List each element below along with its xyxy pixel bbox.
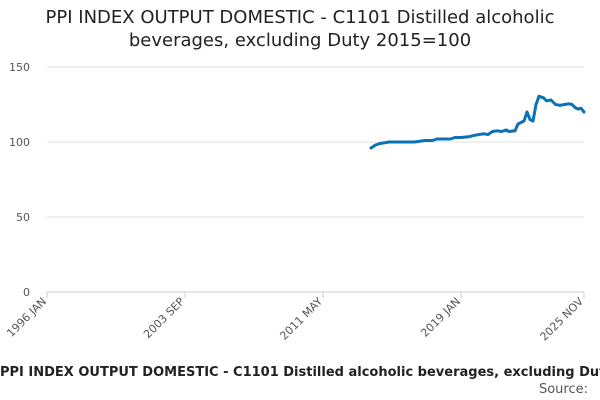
data-point (431, 139, 434, 142)
data-point (579, 106, 583, 110)
y-tick-label: 50 (16, 211, 30, 224)
data-point (522, 119, 526, 123)
data-point (435, 137, 439, 141)
data-point (495, 129, 499, 133)
y-tick-label: 100 (9, 136, 30, 149)
data-point (491, 130, 494, 133)
gridlines (47, 66, 584, 218)
data-point (582, 110, 586, 114)
x-tick-label: 2025 NOV (538, 295, 587, 344)
x-tick-label: 2019 JAN (418, 295, 463, 340)
y-axis-labels: 0 50 100 150 (9, 61, 30, 299)
data-point (413, 140, 416, 144)
data-point (563, 103, 566, 106)
data-point (573, 106, 577, 109)
source-label: Source: (538, 382, 588, 397)
data-point (423, 139, 427, 142)
data-point (537, 94, 541, 98)
data-point (516, 122, 520, 126)
x-axis-labels: 1996 JAN 2003 SEP 2011 MAY 2019 JAN 2025 NOV (4, 295, 586, 344)
chart-caption: PPI INDEX OUTPUT DOMESTIC - C1101 Distil… (0, 365, 600, 380)
y-tick-label: 150 (9, 61, 30, 74)
data-point (558, 103, 562, 107)
data-point (374, 143, 377, 147)
data-point (378, 142, 382, 145)
data-point (567, 102, 571, 106)
data-point (405, 140, 409, 144)
y-tick-label: 0 (23, 286, 30, 299)
data-point (395, 140, 398, 144)
data-point (477, 133, 481, 136)
data-point (387, 140, 391, 144)
x-tick-label: 2003 SEP (141, 295, 187, 341)
series-layer (369, 94, 586, 150)
data-point (507, 130, 511, 133)
data-point (504, 128, 508, 132)
x-tick-label: 2011 MAY (277, 295, 325, 343)
data-point (534, 103, 538, 106)
data-point (500, 130, 503, 133)
data-point (482, 132, 485, 136)
data-point (576, 107, 580, 111)
chart-title: PPI INDEX OUTPUT DOMESTIC - C1101 Distil… (45, 7, 555, 51)
data-point (441, 137, 445, 141)
data-point (467, 135, 470, 139)
x-tick-label: 1996 JAN (4, 295, 49, 340)
data-point (369, 146, 373, 150)
series-line (369, 94, 586, 150)
data-point (473, 133, 476, 137)
data-point (486, 133, 490, 136)
data-point (513, 129, 517, 133)
data-point (549, 98, 553, 102)
data-point (459, 136, 463, 139)
data-point (531, 119, 535, 123)
x-axis (46, 291, 585, 298)
data-point (528, 118, 532, 121)
data-point (554, 103, 557, 106)
data-point (453, 136, 457, 139)
data-point (545, 99, 548, 103)
data-point (570, 103, 574, 106)
data-point (542, 96, 545, 100)
data-point (383, 141, 386, 145)
data-point (449, 137, 452, 141)
data-point (525, 110, 529, 114)
